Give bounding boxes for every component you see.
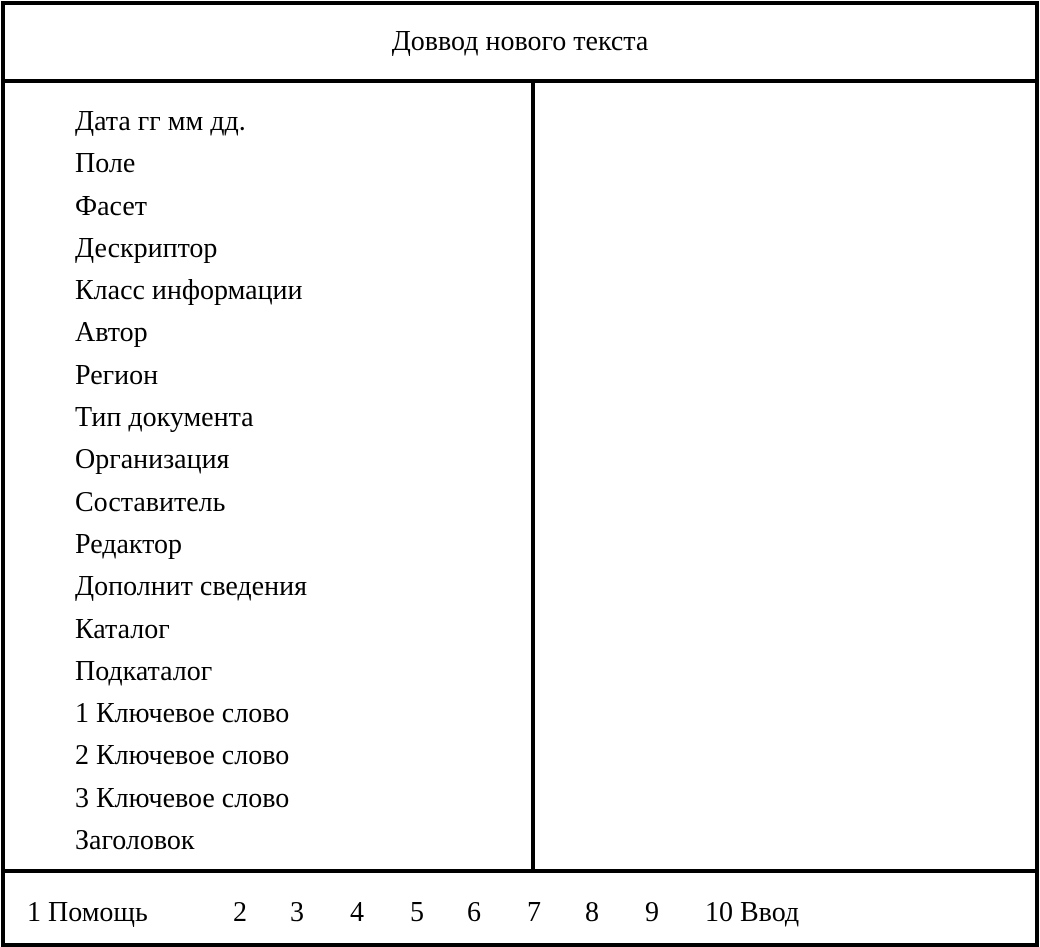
field-list: Дата гг мм дд. Поле Фасет Дескриптор Класс и… <box>75 101 307 862</box>
field-label: Дата гг мм дд. <box>75 106 246 137</box>
field-label: Подкаталог <box>75 655 213 687</box>
function-key-2[interactable]: 2 <box>233 897 247 928</box>
field-label: Регион <box>75 359 159 391</box>
field-input-panel[interactable] <box>535 83 1035 869</box>
field-label: Автор <box>75 317 148 349</box>
field-label: Дескриптор <box>75 232 218 264</box>
field-label: 2 Ключевое слово <box>75 740 290 772</box>
field-label: Заголовок <box>75 825 195 857</box>
field-label: Организация <box>75 444 230 476</box>
function-key-bar: 1 Помощь 2 3 4 5 6 7 8 9 10 Ввод <box>5 869 1035 947</box>
field-label: Дополнит сведения <box>75 571 307 603</box>
field-labels-panel: Дата гг мм дд. Поле Фасет Дескриптор Класс и… <box>5 83 535 869</box>
field-label: 3 Ключевое слово <box>75 782 290 814</box>
function-key-10[interactable]: 10 Ввод <box>705 897 800 928</box>
field-label: 1 Ключевое слово <box>75 698 290 730</box>
field-label: Редактор <box>75 528 183 560</box>
function-key-3[interactable]: 3 <box>290 897 304 928</box>
function-key-5[interactable]: 5 <box>410 897 424 928</box>
function-key-7[interactable]: 7 <box>527 897 541 928</box>
function-key-1[interactable]: 1 Помощь <box>27 897 148 928</box>
function-key-4[interactable]: 4 <box>350 897 364 928</box>
field-label: Класс информации <box>75 275 303 307</box>
field-label: Тип документа <box>75 402 254 434</box>
field-label: Поле <box>75 148 136 180</box>
field-label: Каталог <box>75 613 170 645</box>
screen-title: Доввод нового текста <box>5 5 1035 83</box>
field-label: Составитель <box>75 486 226 518</box>
function-key-8[interactable]: 8 <box>585 897 599 928</box>
function-key-9[interactable]: 9 <box>645 897 659 928</box>
function-key-6[interactable]: 6 <box>467 897 481 928</box>
field-label: Фасет <box>75 190 147 222</box>
